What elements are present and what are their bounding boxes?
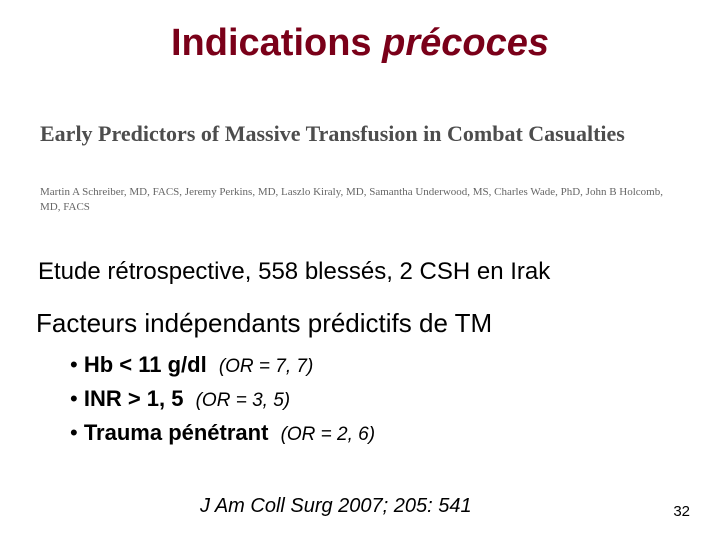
study-description: Etude rétrospective, 558 blessés, 2 CSH … (38, 258, 550, 286)
factor-odds-ratio: (OR = 7, 7) (219, 356, 314, 377)
factor-item: • Trauma pénétrant (OR = 2, 6) (70, 416, 375, 450)
bullet-icon: • (70, 386, 78, 411)
slide-title: Indications précoces (0, 22, 720, 65)
factors-list: • Hb < 11 g/dl (OR = 7, 7) • INR > 1, 5 … (70, 348, 375, 450)
slide: Indications précoces Early Predictors of… (0, 0, 720, 540)
factors-heading: Facteurs indépendants prédictifs de TM (36, 308, 492, 339)
factor-label: Trauma pénétrant (84, 420, 269, 445)
factor-odds-ratio: (OR = 2, 6) (281, 424, 376, 445)
bullet-icon: • (70, 352, 78, 377)
factor-item: • INR > 1, 5 (OR = 3, 5) (70, 382, 375, 416)
bullet-icon: • (70, 420, 78, 445)
title-word-1: Indications (171, 22, 372, 64)
citation: J Am Coll Surg 2007; 205: 541 (200, 495, 472, 518)
page-number: 32 (673, 503, 690, 520)
factor-item: • Hb < 11 g/dl (OR = 7, 7) (70, 348, 375, 382)
title-word-2: précoces (382, 22, 549, 64)
paper-authors: Martin A Schreiber, MD, FACS, Jeremy Per… (40, 185, 680, 215)
factor-odds-ratio: (OR = 3, 5) (196, 390, 291, 411)
paper-heading: Early Predictors of Massive Transfusion … (40, 120, 680, 148)
factor-label: INR > 1, 5 (84, 386, 184, 411)
factor-label: Hb < 11 g/dl (84, 352, 207, 377)
